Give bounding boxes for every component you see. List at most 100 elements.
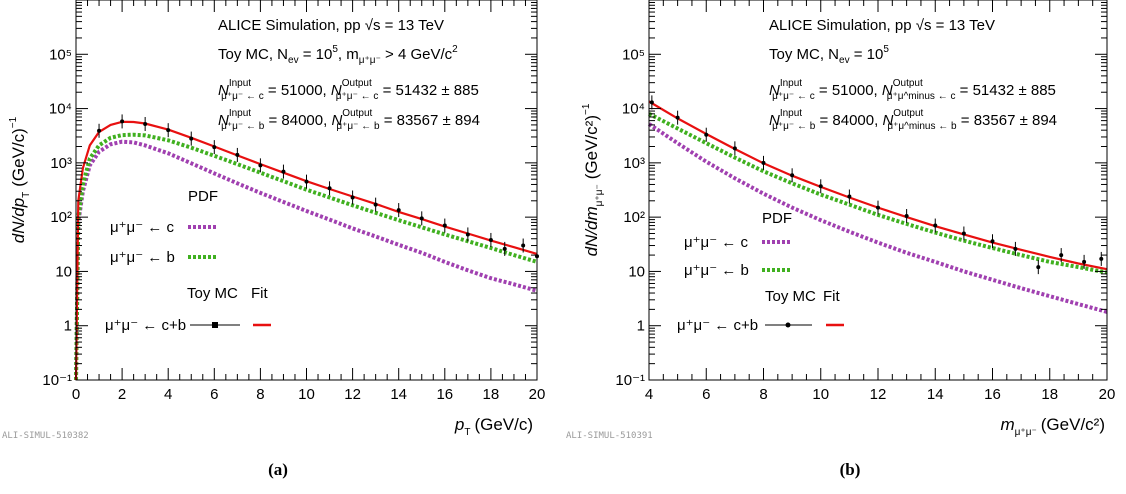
toy-mc-point [304, 179, 309, 184]
legend-c-label-b: μ⁺μ⁻ ← c [684, 234, 748, 251]
x-axis-label-b: mμ⁺μ⁻ (GeV/c²) [1001, 415, 1106, 438]
x-tick-label: 8 [256, 386, 264, 403]
y-axis-label-a: dN/dpT(GeV/c)−1 [8, 116, 32, 243]
toy-mc-point [502, 246, 507, 251]
toy-mc-point [373, 202, 378, 207]
legend-cb-label-a: μ⁺μ⁻ ← c+b [105, 317, 186, 334]
toy-mc-point [281, 169, 286, 174]
x-tick-label: 2 [118, 386, 126, 403]
legend-cb-label-b: μ⁺μ⁻ ← c+b [677, 317, 758, 334]
legend-b-label-a: μ⁺μ⁻ ← b [110, 249, 175, 266]
series-line-b [74, 132, 538, 381]
toy-mc-point [521, 243, 526, 248]
y-tick-label: 10⁵ [622, 46, 645, 63]
x-tick-label: 10 [812, 386, 829, 403]
legend-toy-a: Toy MC [187, 285, 238, 302]
legend-b: PDF μ⁺μ⁻ ← c μ⁺μ⁻ ← b Toy MC Fit μ⁺μ⁻ ← … [677, 210, 844, 334]
toy-mc-points-b [649, 95, 1104, 275]
legend-toy-b: Toy MC [765, 288, 816, 305]
n-c-line-a: NInput μ⁺μ⁻ ← c = 51000, NOutput μ⁺μ⁻ ← c … [218, 78, 479, 102]
series-line-c [647, 122, 1108, 314]
x-tick-label: 6 [702, 386, 710, 403]
y-tick-label: 1 [637, 318, 645, 335]
toy-mc-point [1099, 256, 1104, 261]
x-tick-label: 16 [436, 386, 453, 403]
toy-mc-point [876, 205, 880, 210]
y-tick-label: 1 [64, 318, 72, 335]
legend-fit-a: Fit [251, 285, 268, 302]
y-tick-label: 10³ [50, 155, 72, 172]
toy-mc-point [212, 145, 217, 150]
x-tick-label: 20 [529, 386, 546, 403]
toy-mc-point [933, 223, 938, 228]
x-axis-label-a: pT (GeV/c) [454, 415, 533, 438]
figure-code-b: ALI-SIMUL-510391 [566, 431, 653, 441]
header-a: ALICE Simulation, pp √s = 13 TeV [218, 17, 444, 34]
toy-mc-point [396, 208, 401, 213]
legend-pdf-a: PDF [188, 188, 218, 205]
y-tick-label: 10⁻¹ [615, 372, 645, 389]
x-tick-label: 4 [164, 386, 172, 403]
toy-mc-point [258, 163, 263, 168]
y-tick-label: 10² [50, 209, 72, 226]
x-tick-label: 6 [210, 386, 218, 403]
toy-mc-point [675, 115, 680, 120]
legend-pdf-b: PDF [762, 210, 792, 227]
toy-mc-point [419, 216, 424, 221]
caption-a: (a) [268, 460, 288, 479]
header-b: ALICE Simulation, pp √s = 13 TeV [769, 17, 995, 34]
toy-mc-point [143, 121, 148, 126]
figure-code-a: ALI-SIMUL-510382 [2, 431, 89, 441]
n-b-line-a: NInput μ⁺μ⁻ ← b = 84000, NOutput μ⁺μ⁻ ← b … [218, 108, 480, 132]
x-ticks-a: 0 2 4 6 8 10 12 14 16 18 20 [72, 0, 546, 403]
x-tick-label: 0 [72, 386, 80, 403]
toy-mc-point [1013, 246, 1018, 251]
panel-b: 4 6 8 10 12 14 16 18 20 10⁻¹ 1 10 10² 10³ 10⁴ 10⁵ ALIC… [566, 0, 1115, 479]
y-tick-label: 10 [55, 263, 72, 280]
toy-mc-point [649, 100, 654, 105]
y-tick-label: 10² [623, 209, 645, 226]
toy-mc-point [732, 146, 737, 151]
toy-mc-point [235, 152, 240, 157]
legend-fit-b: Fit [823, 288, 840, 305]
toy-line-a: Toy MC, Nev = 105, mμ⁺μ⁻ > 4 GeV/c2 [218, 44, 458, 66]
y-tick-label: 10⁴ [49, 101, 72, 118]
toy-mc-point [327, 186, 332, 191]
y-ticks-b: 10⁻¹ 1 10 10² 10³ 10⁴ 10⁵ [615, 1, 1107, 389]
toy-mc-point [442, 223, 447, 228]
legend-toy-marker-b [785, 322, 791, 328]
legend-toy-marker-a [212, 322, 218, 328]
x-tick-label: 10 [298, 386, 315, 403]
x-tick-label: 12 [870, 386, 887, 403]
x-ticks-b: 4 6 8 10 12 14 16 18 20 [645, 0, 1115, 403]
toy-line-b: Toy MC, Nev = 105 [769, 44, 889, 66]
y-tick-label: 10⁵ [49, 46, 72, 63]
x-tick-label: 14 [390, 386, 407, 403]
toy-mc-point [1036, 265, 1041, 270]
y-tick-label: 10⁴ [622, 101, 645, 118]
x-tick-label: 18 [483, 386, 500, 403]
x-tick-label: 18 [1041, 386, 1058, 403]
toy-mc-point [761, 160, 766, 165]
toy-mc-point [166, 128, 171, 133]
x-tick-label: 12 [344, 386, 361, 403]
legend-a: PDF μ⁺μ⁻ ← c μ⁺μ⁻ ← b Toy MC Fit μ⁺μ⁻ ← … [105, 188, 271, 334]
y-tick-label: 10 [628, 263, 645, 280]
toy-mc-point [790, 173, 795, 178]
x-tick-label: 16 [984, 386, 1001, 403]
x-tick-label: 4 [645, 386, 653, 403]
legend-c-label-a: μ⁺μ⁻ ← c [110, 219, 174, 236]
toy-mc-point [904, 213, 909, 218]
x-tick-label: 14 [927, 386, 944, 403]
series-line-b [648, 112, 1108, 275]
toy-mc-point [818, 184, 823, 189]
legend-b-label-b: μ⁺μ⁻ ← b [684, 262, 749, 279]
toy-mc-point [488, 237, 493, 242]
toy-mc-point [97, 128, 102, 133]
toy-mc-point [1082, 259, 1087, 264]
toy-mc-point [465, 232, 470, 237]
x-tick-label: 8 [759, 386, 767, 403]
toy-mc-point [990, 239, 995, 244]
toy-mc-points-a [97, 114, 539, 264]
